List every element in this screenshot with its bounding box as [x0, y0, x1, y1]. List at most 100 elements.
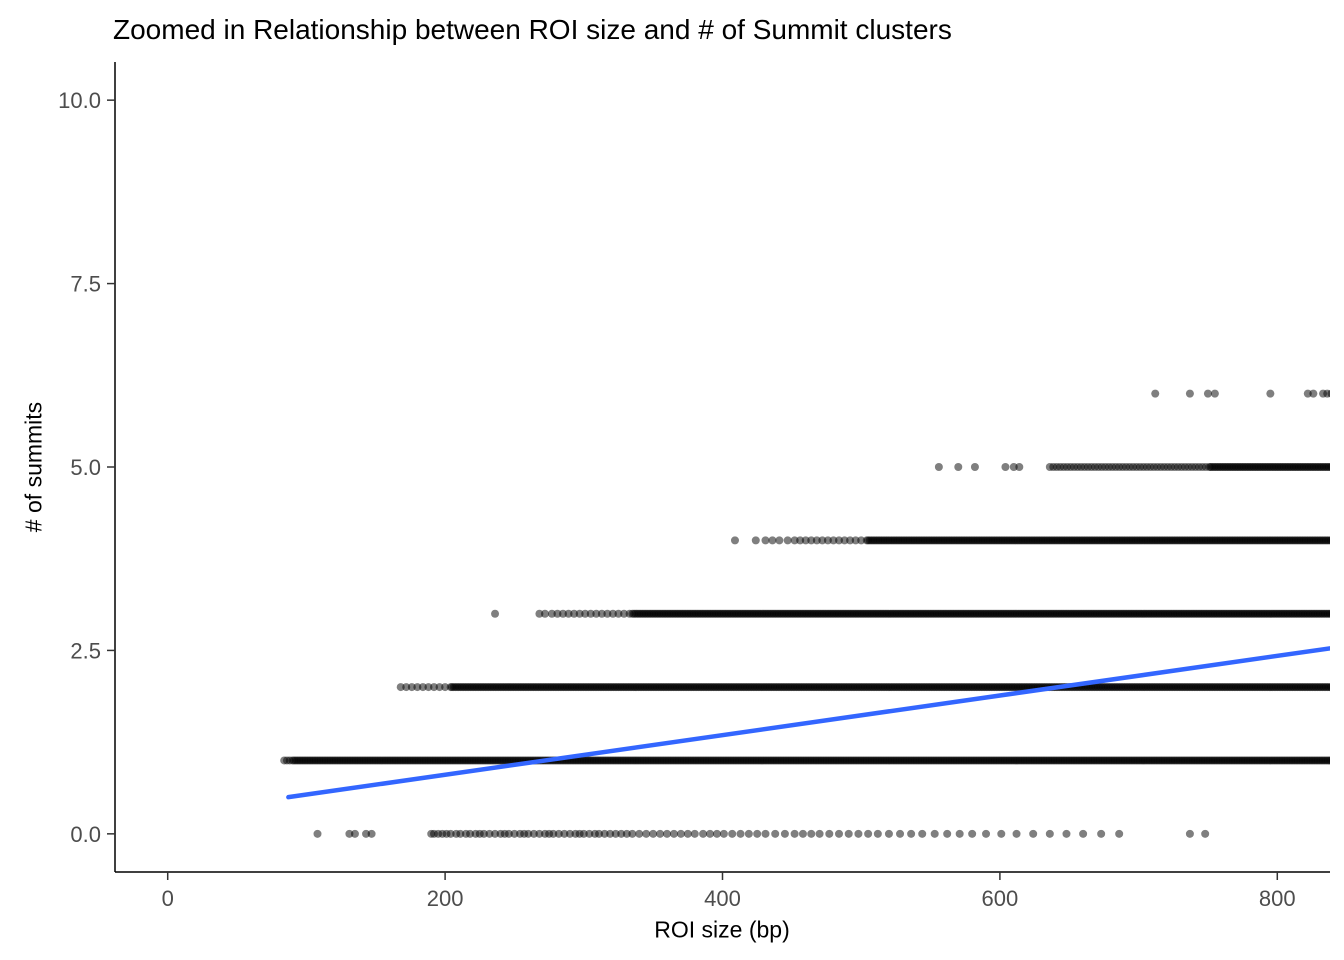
y-axis-title: # of summits — [20, 401, 47, 533]
data-point — [606, 829, 615, 838]
data-point — [1323, 389, 1330, 398]
data-point — [466, 829, 475, 838]
data-point — [1334, 610, 1342, 618]
data-point — [896, 829, 905, 838]
data-point — [441, 683, 450, 692]
data-point — [1333, 536, 1341, 544]
data-point — [558, 609, 567, 618]
data-point — [1001, 463, 1010, 471]
data-point — [435, 683, 444, 692]
data-point — [780, 829, 789, 838]
data-point — [535, 609, 544, 618]
data-point — [1326, 536, 1330, 545]
data-point — [586, 609, 595, 618]
data-point — [864, 829, 873, 838]
data-point — [719, 829, 728, 838]
y-tick-label: 0.0 — [70, 822, 101, 847]
data-point — [540, 609, 549, 618]
data-point — [761, 536, 770, 545]
data-point — [796, 536, 805, 545]
data-point — [345, 829, 354, 838]
data-point — [775, 536, 784, 545]
data-point — [1332, 683, 1340, 691]
chart-title: Zoomed in Relationship between ROI size … — [113, 14, 952, 45]
data-point — [1201, 829, 1210, 838]
data-point — [407, 683, 416, 692]
data-point — [1185, 389, 1194, 398]
data-point — [1332, 610, 1340, 618]
data-point — [564, 609, 573, 618]
data-point — [712, 829, 721, 838]
data-point — [579, 829, 588, 838]
x-axis-title: ROI size (bp) — [654, 916, 790, 943]
data-point — [1328, 683, 1330, 691]
data-point — [829, 536, 838, 545]
data-point — [812, 536, 821, 545]
data-point — [1079, 829, 1088, 838]
y-tick-label: 10.0 — [58, 88, 101, 113]
data-point — [690, 829, 699, 838]
data-point — [835, 829, 844, 838]
data-point — [1332, 463, 1340, 471]
data-point — [1115, 829, 1124, 838]
data-point — [1333, 683, 1341, 691]
data-point — [840, 536, 849, 545]
data-point — [535, 829, 544, 838]
data-point — [1309, 389, 1318, 398]
data-point — [1329, 466, 1330, 468]
data-point — [683, 829, 692, 838]
data-point — [1330, 756, 1338, 764]
data-point — [1328, 463, 1330, 471]
data-point — [854, 829, 863, 838]
data-point — [818, 536, 827, 545]
data-point — [622, 829, 631, 838]
data-point — [1335, 536, 1343, 544]
data-point — [418, 683, 427, 692]
data-point — [1012, 829, 1021, 838]
data-point — [669, 829, 678, 838]
data-point — [801, 536, 810, 545]
data-point — [1327, 756, 1330, 765]
x-tick-label: 200 — [427, 886, 464, 911]
data-point — [510, 829, 519, 838]
data-point — [1331, 610, 1339, 618]
data-point — [1332, 756, 1340, 764]
data-point — [1328, 757, 1330, 764]
data-point — [1210, 389, 1219, 398]
data-point — [611, 829, 620, 838]
data-point — [1203, 389, 1212, 398]
data-point — [456, 829, 465, 838]
data-point — [1332, 536, 1340, 544]
data-point — [753, 829, 762, 838]
data-point — [736, 829, 745, 838]
data-point — [823, 536, 832, 545]
data-point — [597, 609, 606, 618]
data-point — [570, 609, 579, 618]
data-point — [934, 463, 943, 471]
data-point — [825, 829, 834, 838]
data-point — [362, 829, 371, 838]
data-point — [1335, 463, 1343, 471]
data-point — [1327, 609, 1330, 618]
data-point — [620, 609, 629, 618]
data-point — [761, 829, 770, 838]
data-point — [1332, 390, 1340, 398]
data-point — [424, 683, 433, 692]
data-point — [603, 609, 612, 618]
data-point — [1328, 537, 1330, 544]
x-tick-label: 0 — [162, 886, 174, 911]
data-point — [1303, 389, 1312, 398]
data-point — [744, 829, 753, 838]
data-point — [1334, 756, 1342, 764]
data-point — [595, 829, 604, 838]
data-point — [798, 829, 807, 838]
data-point — [479, 829, 488, 838]
y-tick-label: 5.0 — [70, 455, 101, 480]
data-point — [1335, 683, 1343, 691]
data-point — [918, 829, 927, 838]
x-tick-label: 400 — [704, 886, 741, 911]
data-point — [446, 829, 455, 838]
data-point — [635, 829, 644, 838]
